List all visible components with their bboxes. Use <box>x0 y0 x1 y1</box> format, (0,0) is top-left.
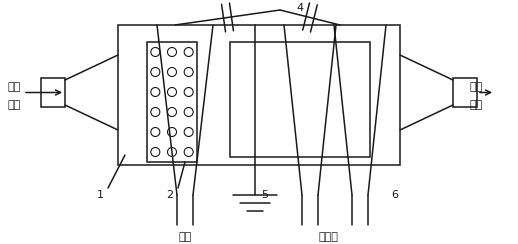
Text: 含尘: 含尘 <box>8 100 21 110</box>
Text: 粉　尘: 粉 尘 <box>318 232 338 242</box>
Bar <box>41 78 65 107</box>
Bar <box>230 42 370 157</box>
Text: 5: 5 <box>262 190 268 200</box>
Text: 4: 4 <box>296 3 303 13</box>
Bar <box>453 78 477 107</box>
Text: 6: 6 <box>392 190 398 200</box>
Text: 烟气: 烟气 <box>8 82 21 92</box>
Text: 粉尘: 粉尘 <box>178 232 192 242</box>
Text: 2: 2 <box>166 190 174 200</box>
Bar <box>147 42 197 162</box>
Text: 烟气: 烟气 <box>470 82 483 92</box>
Bar <box>118 25 400 165</box>
Text: 净化: 净化 <box>470 100 483 110</box>
Text: 1: 1 <box>96 190 104 200</box>
